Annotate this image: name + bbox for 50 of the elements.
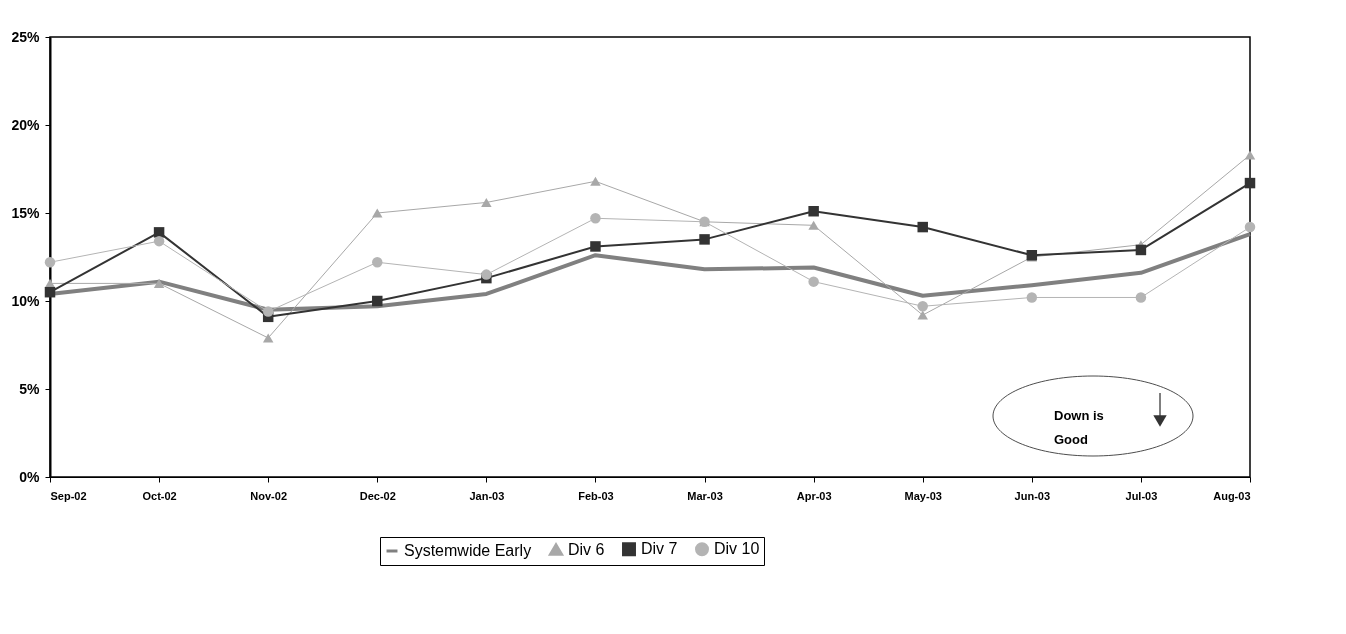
point <box>1244 177 1256 189</box>
point <box>44 257 56 268</box>
legend-label: Div 7 <box>641 540 678 558</box>
point <box>590 213 601 224</box>
y-tick-label: 15% <box>11 204 41 221</box>
y-tick-label: 10% <box>11 292 41 309</box>
point <box>153 235 165 247</box>
point <box>917 310 928 320</box>
point <box>917 221 928 233</box>
point <box>590 241 601 252</box>
point <box>1244 221 1256 233</box>
annotation: Down is Good <box>1054 408 1104 447</box>
point <box>481 197 492 207</box>
x-tick-label: Jun-03 <box>1014 489 1051 502</box>
point <box>372 208 383 218</box>
legend-label: Systemwide Early <box>404 542 532 559</box>
point <box>153 278 165 288</box>
x-tick-label: Dec-02 <box>359 489 396 502</box>
point <box>262 306 274 317</box>
point <box>1244 150 1256 160</box>
point <box>1026 292 1038 303</box>
x-tick-label: Sep-02 <box>50 489 87 502</box>
x-tick-label: Apr-03 <box>796 489 832 502</box>
point <box>808 220 819 230</box>
x-tick-label: Feb-03 <box>578 489 614 502</box>
y-tick-label: 20% <box>11 116 41 133</box>
point <box>590 176 601 186</box>
point <box>917 301 928 312</box>
point <box>699 234 710 245</box>
point <box>808 276 819 287</box>
y-tick-label: 0% <box>19 468 41 485</box>
x-tick-label: Jul-03 <box>1125 489 1158 502</box>
legend-label: Div 10 <box>714 540 760 558</box>
x-tick-label: Aug-03 <box>1213 489 1251 502</box>
point <box>481 269 492 280</box>
point <box>372 257 383 268</box>
x-tick-label: Mar-03 <box>687 489 723 502</box>
point <box>262 333 274 343</box>
x-tick-label: Oct-02 <box>142 489 177 502</box>
x-tick-label: Jan-03 <box>469 489 505 502</box>
legend-label: Div 6 <box>568 540 605 558</box>
point <box>44 286 56 298</box>
y-tick-label: 25% <box>11 28 41 45</box>
x-tick-label: Nov-02 <box>250 489 288 502</box>
point <box>1135 244 1147 256</box>
point <box>372 295 383 307</box>
x-tick-label: May-03 <box>904 489 942 502</box>
point <box>1135 292 1147 303</box>
point <box>808 206 819 217</box>
y-tick-label: 5% <box>19 380 41 397</box>
